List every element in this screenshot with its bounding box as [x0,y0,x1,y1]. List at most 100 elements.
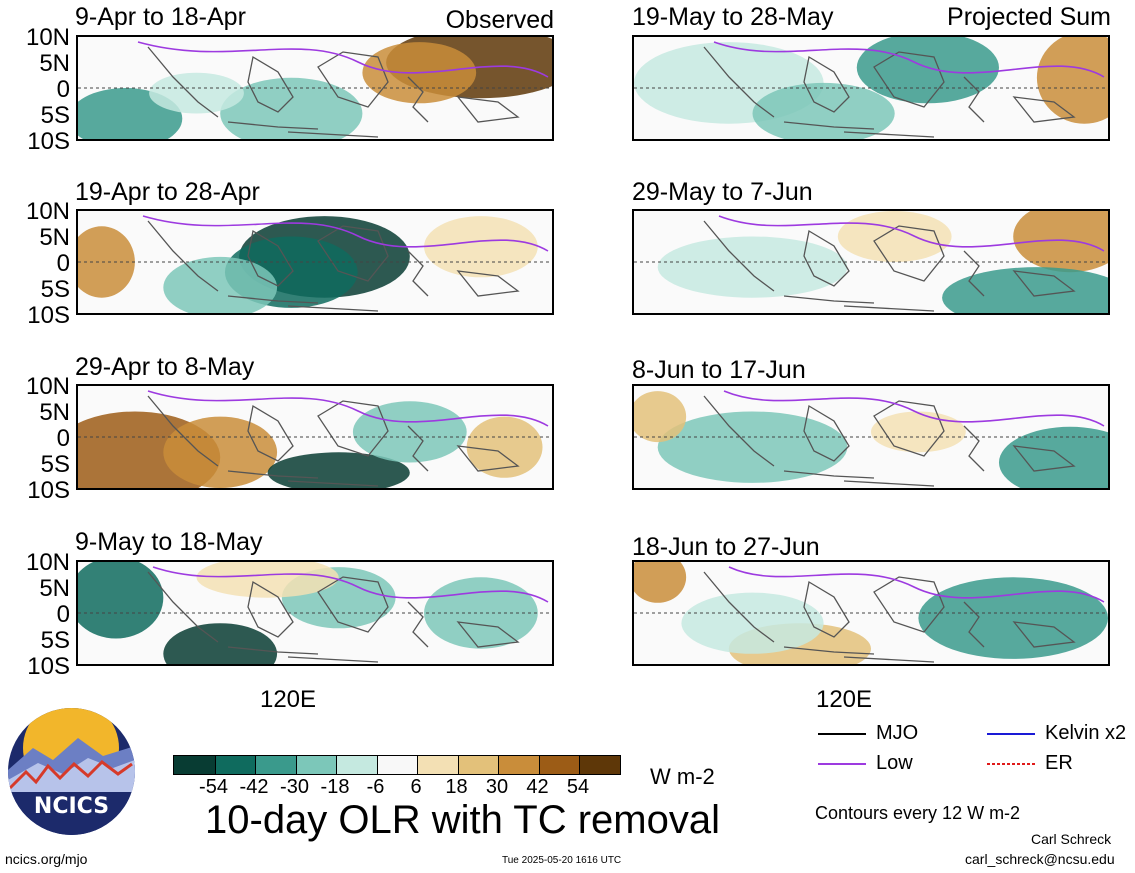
legend-er: ER [987,752,1073,775]
olr-anomaly-blob [681,592,824,654]
legend-mjo-label: MJO [876,722,919,744]
footer-url: ncics.org/mjo [5,851,88,867]
legend-mjo: MJO [818,722,918,745]
y-tick-10s: 10S [27,653,70,680]
olr-anomaly-blob [149,72,244,114]
colorbar-label: 18 [445,776,468,798]
low-contour [152,566,549,603]
footer-timestamp: Tue 2025-05-20 1616 UTC [502,855,622,866]
colorbar-swatch [417,756,458,774]
coastline [147,46,520,138]
main-title: 10-day OLR with TC removal [205,798,720,842]
y-tick-5n: 5N [39,399,70,426]
y-tick-10n: 10N [25,549,70,576]
olr-field [78,215,552,313]
colorbar-label: 6 [410,776,422,798]
olr-anomaly-blob [163,256,278,313]
colorbar [173,755,621,775]
y-tick-5s: 5S [40,627,70,654]
y-tick-10s: 10S [27,128,70,155]
colorbar-label: 54 [566,776,590,798]
colorbar-swatch [457,756,498,774]
colorbar-label: -18 [320,776,350,798]
map-panel-4 [76,560,554,666]
y-tick-0: 0 [56,425,70,452]
colorbar-units: W m-2 [650,764,715,789]
colorbar-swatch [579,756,620,774]
olr-anomaly-blob [78,226,135,298]
y-tick-5s: 5S [40,102,70,129]
olr-anomaly-blob [352,401,467,463]
olr-anomaly-blob [918,577,1108,659]
legend-er-label: ER [1045,752,1073,774]
map-panel-3 [76,384,554,490]
y-tick-0: 0 [56,76,70,103]
colorbar-label: 42 [526,776,549,798]
colorbar-swatch [214,756,255,774]
olr-anomaly-blob [837,211,952,262]
legend-mjo-line [818,732,866,735]
olr-anomaly-blob [657,236,848,298]
projected-tag: Projected Sum [947,3,1111,31]
olr-anomaly-blob [196,562,339,598]
map-panel-8 [632,560,1110,666]
low-contour [728,566,1105,603]
map-panel-7 [632,384,1110,490]
olr-field [634,37,1108,139]
y-tick-10n: 10N [25,24,70,51]
panel-title-1: 9-Apr to 18-Apr [75,3,246,31]
logo-text: NCICS [33,794,110,819]
olr-field [634,390,1108,488]
olr-anomaly-blob [163,416,278,488]
legend-kelvin-line [987,732,1035,735]
y-tick-10n: 10N [25,373,70,400]
colorbar-label: 30 [485,776,509,798]
coastline [703,220,1076,312]
y-tick-5s: 5S [40,276,70,303]
y-tick-5n: 5N [39,575,70,602]
coastline [147,395,520,487]
panel-title-7: 8-Jun to 17-Jun [632,356,806,384]
low-contour [713,41,1105,78]
low-contour [723,390,1105,427]
panel-title-6: 29-May to 7-Jun [632,178,813,206]
legend-er-line [987,762,1035,765]
colorbar-swatch [538,756,579,774]
panel-title-8: 18-Jun to 27-Jun [632,533,820,561]
panel-title-4: 9-May to 18-May [75,528,263,556]
olr-anomaly-blob [78,562,164,639]
coastline [147,571,520,663]
olr-anomaly-blob [999,426,1108,488]
colorbar-label: -42 [239,776,269,798]
olr-field [634,211,1108,313]
olr-anomaly-blob [466,416,543,478]
y-tick-5n: 5N [39,224,70,251]
coastline [147,220,520,312]
y-tick-0: 0 [56,601,70,628]
y-tick-0: 0 [56,250,70,277]
footer-email: carl_schreck@ncsu.edu [965,851,1115,867]
low-contour [137,41,549,78]
olr-anomaly-blob [634,391,687,443]
olr-field [78,562,552,664]
colorbar-label: -6 [366,776,385,798]
olr-anomaly-blob [752,82,895,139]
olr-anomaly-blob [1036,37,1108,124]
olr-anomaly-blob [871,411,966,453]
olr-anomaly-blob [220,77,363,139]
legend-kelvin-label: Kelvin x2 [1045,722,1127,744]
colorbar-swatch [255,756,296,774]
colorbar-swatch [376,756,417,774]
olr-field [78,390,552,488]
ncics-logo: NCICS [8,708,135,835]
map-panel-2 [76,209,554,315]
olr-anomaly-blob [942,267,1108,313]
olr-field [634,562,1108,664]
low-contour [147,390,549,427]
colorbar-label: -54 [199,776,228,798]
olr-anomaly-blob [1013,211,1108,273]
colorbar-swatch [174,756,215,774]
coastline [703,395,1076,487]
map-panel-5 [632,35,1110,141]
y-tick-10s: 10S [27,477,70,504]
